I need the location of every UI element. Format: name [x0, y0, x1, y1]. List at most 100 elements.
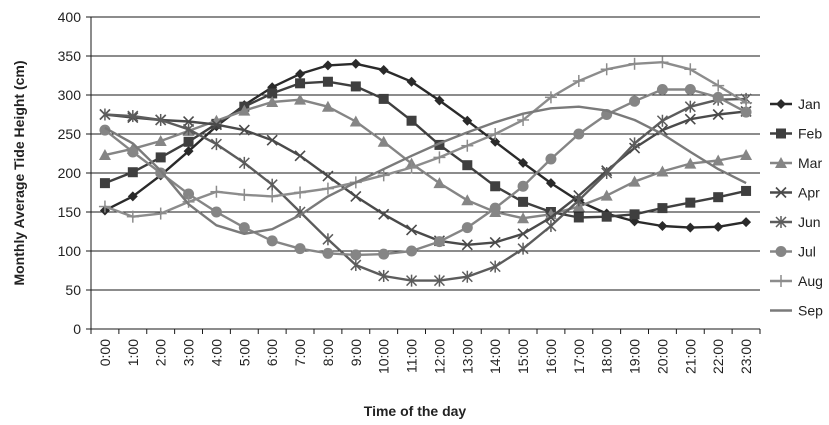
data-point — [294, 186, 307, 199]
grid-lines — [91, 16, 760, 291]
y-tick-label: 100 — [58, 243, 82, 259]
data-point — [322, 170, 334, 182]
legend-entry: Sep — [770, 303, 823, 319]
data-point — [238, 222, 250, 234]
y-tick-label: 50 — [65, 282, 81, 298]
data-point — [657, 203, 668, 214]
legend: Jan Feb Mar Apr Jun Jul Aug Sep — [770, 96, 823, 319]
x-tick-label: 12:00 — [431, 339, 447, 374]
y-tick-label: 400 — [58, 9, 82, 25]
x-tick-label: 17:00 — [571, 339, 587, 374]
data-point — [322, 60, 333, 71]
x-tick-label: 4:00 — [208, 339, 224, 366]
data-point — [462, 160, 473, 171]
data-point — [517, 180, 529, 192]
series-line — [104, 110, 747, 247]
series-aug — [98, 56, 753, 223]
data-point — [154, 207, 167, 220]
y-tick-label: 250 — [58, 126, 82, 142]
x-tick-label: 6:00 — [264, 339, 280, 366]
data-point — [656, 84, 668, 96]
x-tick-label: 3:00 — [181, 339, 197, 366]
data-point — [656, 165, 669, 177]
data-point — [238, 156, 250, 169]
data-point — [378, 248, 390, 260]
y-tick-label: 200 — [58, 165, 82, 181]
data-point — [406, 76, 417, 87]
data-point — [183, 146, 194, 157]
data-point — [377, 169, 390, 182]
data-point — [99, 124, 111, 136]
legend-entry: Apr — [770, 185, 820, 201]
y-tick-label: 150 — [58, 204, 82, 220]
data-point — [99, 108, 111, 121]
y-tick-label: 300 — [58, 87, 82, 103]
x-tick-label: 8:00 — [320, 339, 336, 366]
data-point — [98, 200, 111, 213]
x-tick-label: 7:00 — [292, 339, 308, 366]
data-point — [127, 191, 138, 202]
data-point — [154, 135, 167, 147]
data-point — [741, 217, 752, 228]
data-point — [775, 246, 787, 257]
data-point — [740, 149, 753, 161]
data-point — [405, 224, 418, 236]
x-tick-label: 2:00 — [153, 339, 169, 366]
data-point — [490, 136, 501, 147]
data-point — [378, 208, 390, 220]
data-point — [740, 106, 752, 118]
legend-entry: Aug — [770, 273, 823, 289]
series-jan — [99, 58, 752, 233]
data-point — [461, 222, 473, 234]
legend-label: Aug — [798, 273, 823, 289]
data-point — [127, 167, 138, 178]
data-point — [740, 96, 753, 109]
data-point — [127, 110, 139, 123]
data-point — [350, 190, 362, 202]
data-point — [183, 188, 195, 200]
data-point — [684, 157, 697, 169]
data-point — [656, 56, 669, 69]
data-point — [461, 239, 473, 251]
data-point — [294, 150, 306, 162]
data-point — [294, 243, 306, 255]
series-sep — [104, 105, 747, 236]
data-point — [489, 236, 501, 248]
data-point — [741, 185, 752, 196]
data-point — [775, 186, 787, 199]
data-point — [322, 247, 334, 259]
data-point — [266, 190, 279, 203]
legend-entry: Mar — [770, 155, 822, 171]
data-point — [350, 259, 362, 272]
data-point — [628, 57, 641, 70]
data-point — [545, 178, 556, 189]
y-axis-title: Monthly Average Tide Height (cm) — [11, 60, 27, 285]
x-tick-label: 0:00 — [97, 339, 113, 366]
data-point — [377, 135, 390, 147]
y-tick-label: 0 — [73, 321, 81, 337]
data-point — [266, 96, 279, 108]
x-tick-label: 21:00 — [682, 339, 698, 374]
data-point — [545, 211, 557, 224]
data-point — [573, 128, 585, 140]
data-point — [155, 152, 166, 163]
data-point — [378, 65, 389, 76]
data-point — [461, 139, 474, 152]
series-line — [104, 105, 747, 236]
data-point — [572, 74, 585, 87]
x-tick-label: 14:00 — [487, 339, 503, 374]
data-point — [350, 249, 362, 261]
legend-label: Jun — [798, 214, 821, 230]
data-point — [321, 182, 334, 195]
data-point — [295, 78, 306, 89]
data-point — [378, 93, 389, 104]
legend-label: Mar — [798, 155, 822, 171]
data-point — [712, 108, 724, 121]
data-point — [406, 115, 417, 126]
series-group — [98, 56, 753, 287]
data-point — [776, 99, 786, 109]
data-point — [775, 157, 787, 168]
data-point — [461, 270, 473, 283]
x-tick-label: 11:00 — [404, 339, 420, 373]
